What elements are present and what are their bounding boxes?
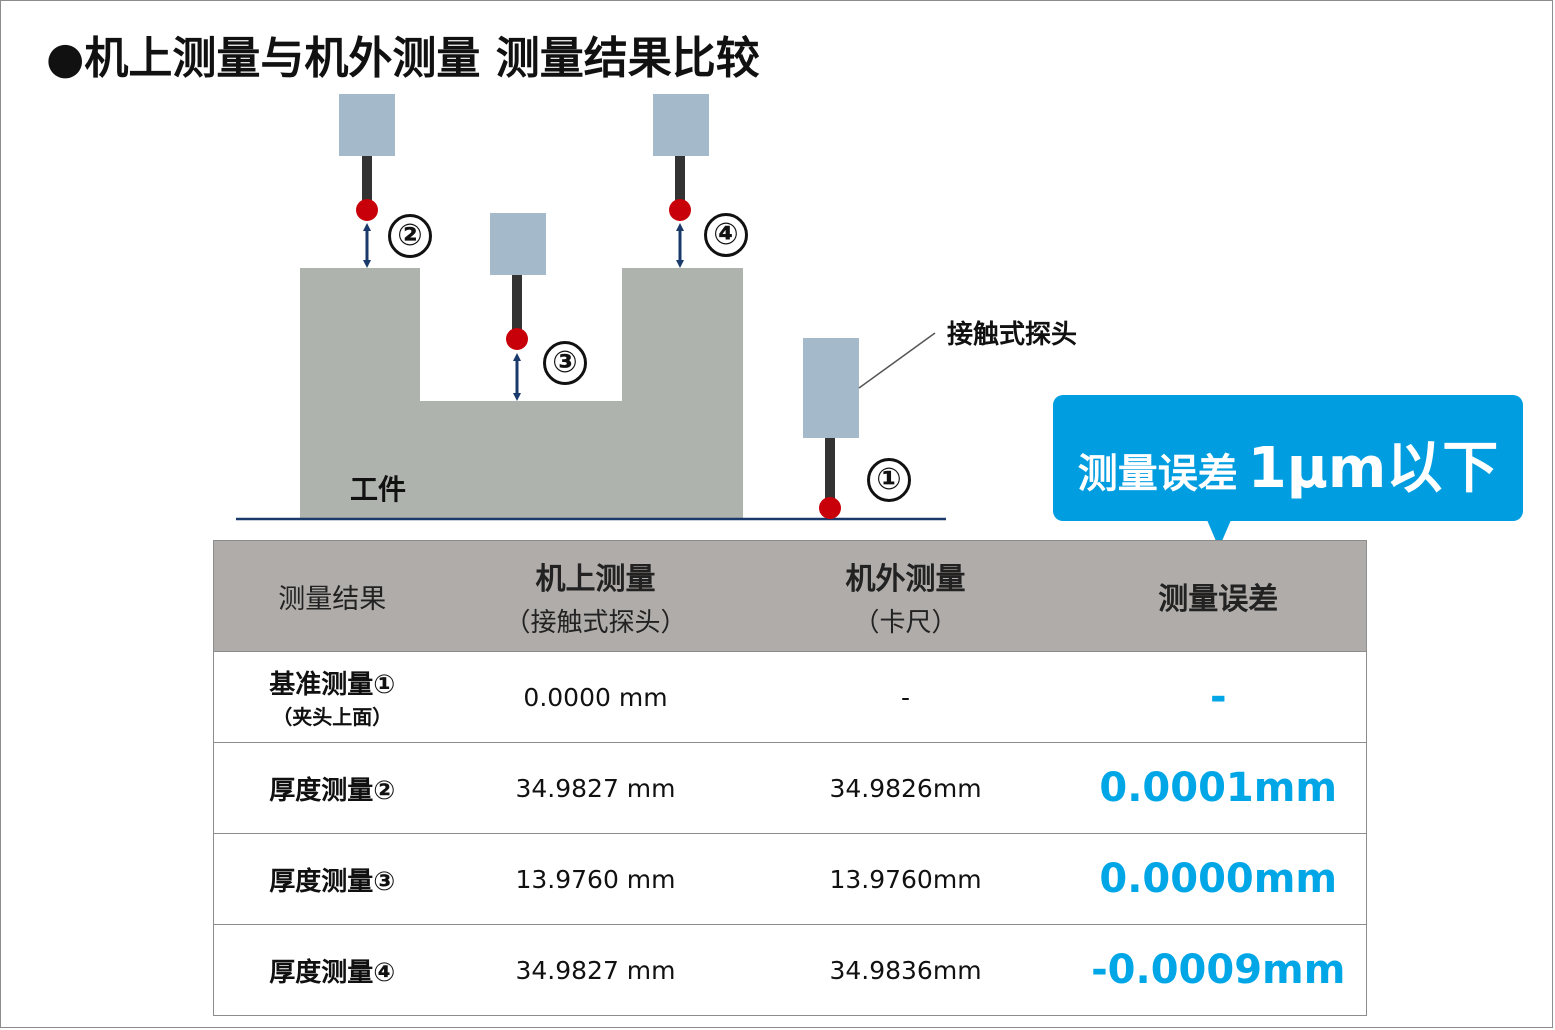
probe-3-body (490, 213, 546, 275)
measurement-diagram (236, 94, 946, 521)
marker-3: ③ (543, 341, 587, 385)
offmachine-value: - (740, 651, 1071, 743)
probe-1-stylus (825, 438, 835, 500)
header-results: 测量结果 (213, 540, 451, 652)
marker-4: ④ (704, 213, 748, 257)
probe-2-stylus (362, 156, 372, 202)
error-value: 0.0001mm (1070, 742, 1367, 834)
marker-2: ② (388, 214, 432, 258)
results-table: 测量结果 机上测量 （接触式探头） 机外测量 （卡尺） 测量误差 基准测量① （… (213, 540, 1367, 1016)
callout-label: 测量误差 (1077, 451, 1238, 497)
callout-value: 1μm以下 (1247, 436, 1499, 501)
table-row: 基准测量① （夹头上面） 0.0000 mm - - (213, 651, 1367, 743)
header-offmachine: 机外测量 （卡尺） (740, 540, 1071, 652)
row-label: 厚度测量④ (213, 924, 451, 1016)
callout-text: 测量误差 1μm以下 (1053, 423, 1523, 504)
probe-2 (339, 94, 395, 268)
probe-3 (490, 213, 546, 401)
onmachine-value: 13.9760 mm (450, 833, 741, 925)
marker-1: ① (867, 458, 911, 502)
page-title: ●机上测量与机外测量 测量结果比较 (46, 33, 760, 84)
offmachine-value: 13.9760mm (740, 833, 1071, 925)
row-label: 厚度测量② (213, 742, 451, 834)
row-label: 基准测量① （夹头上面） (213, 651, 451, 743)
onmachine-value: 34.9827 mm (450, 924, 741, 1016)
header-offmachine-main: 机外测量 (845, 561, 966, 597)
probe-2-tip (356, 199, 378, 221)
onmachine-value: 0.0000 mm (450, 651, 741, 743)
header-onmachine: 机上测量 （接触式探头） (450, 540, 741, 652)
probe-label-leader (858, 332, 936, 389)
error-value: -0.0009mm (1070, 924, 1367, 1016)
table-header-row: 测量结果 机上测量 （接触式探头） 机外测量 （卡尺） 测量误差 (213, 540, 1367, 652)
error-value: - (1070, 651, 1367, 743)
probe-4-stylus (675, 156, 685, 202)
probe-label: 接触式探头 (947, 320, 1078, 350)
probe-4 (653, 94, 709, 268)
workpiece-label: 工件 (350, 473, 407, 506)
probe-4-tip (669, 199, 691, 221)
offmachine-value: 34.9836mm (740, 924, 1071, 1016)
probe-1 (803, 338, 859, 519)
table-row: 厚度测量③ 13.9760 mm 13.9760mm 0.0000mm (213, 833, 1367, 925)
probe-3-stylus (512, 275, 522, 330)
probe-3-tip (506, 328, 528, 350)
table-row: 厚度测量④ 34.9827 mm 34.9836mm -0.0009mm (213, 924, 1367, 1016)
onmachine-value: 34.9827 mm (450, 742, 741, 834)
probe-1-tip (819, 497, 841, 519)
header-error: 测量误差 (1070, 540, 1367, 652)
header-onmachine-sub: （接触式探头） (504, 607, 687, 638)
probe-2-body (339, 94, 395, 156)
offmachine-value: 34.9826mm (740, 742, 1071, 834)
workpiece (300, 268, 743, 518)
error-callout: 测量误差 1μm以下 (1053, 395, 1523, 521)
probe-1-body (803, 338, 859, 438)
table-row: 厚度测量② 34.9827 mm 34.9826mm 0.0001mm (213, 742, 1367, 834)
row-label: 厚度测量③ (213, 833, 451, 925)
header-offmachine-sub: （卡尺） (853, 607, 958, 638)
header-onmachine-main: 机上测量 (535, 561, 656, 597)
probe-4-body (653, 94, 709, 156)
error-value: 0.0000mm (1070, 833, 1367, 925)
